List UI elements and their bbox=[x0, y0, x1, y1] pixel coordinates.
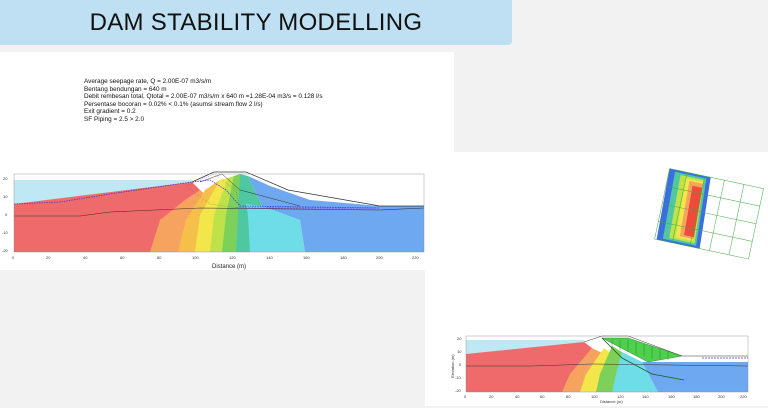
contour-band bbox=[612, 352, 658, 392]
slope-stability-section: 0 20 40 60 80 100 120 140 160 180 200 22… bbox=[450, 335, 749, 404]
x-tick: 140 bbox=[642, 394, 649, 399]
reservoir-water bbox=[14, 180, 192, 204]
seepage-notes: Average seepage rate, Q = 2.00E-07 m3/s/… bbox=[84, 78, 323, 124]
x-tick: 140 bbox=[266, 255, 273, 260]
x-tick: 220 bbox=[740, 394, 747, 399]
y-tick: 10 bbox=[3, 194, 8, 199]
downstream-zone bbox=[248, 176, 424, 252]
note-line: Persentase bocoran = 0.02% < 0.1% (asums… bbox=[84, 100, 263, 108]
x-tick: 0 bbox=[464, 394, 467, 399]
phreatic-surface bbox=[13, 179, 381, 209]
x-tick: 20 bbox=[46, 255, 51, 260]
x-tick: 60 bbox=[540, 394, 545, 399]
x-tick: 40 bbox=[83, 255, 88, 260]
x-tick: 180 bbox=[340, 255, 347, 260]
seepage-cross-section: 0 20 40 60 80 100 120 140 160 180 200 22… bbox=[2, 171, 425, 270]
x-tick: 160 bbox=[668, 394, 675, 399]
x-tick: 200 bbox=[376, 255, 383, 260]
x-tick: 120 bbox=[617, 394, 624, 399]
x-tick: 180 bbox=[693, 394, 700, 399]
x-tick: 200 bbox=[718, 394, 725, 399]
y-tick: -10 bbox=[2, 230, 9, 235]
note-line: Average seepage rate, Q = 2.00E-07 m3/s/… bbox=[84, 78, 212, 85]
foundation-line bbox=[466, 363, 749, 367]
y-tick: 20 bbox=[3, 176, 8, 181]
foundation-line bbox=[14, 207, 425, 217]
note-line: SF Piping = 2.5 > 2.0 bbox=[84, 115, 145, 123]
x-tick: 120 bbox=[229, 255, 236, 260]
page-title: DAM STABILITY MODELLING bbox=[89, 8, 423, 36]
x-tick: 20 bbox=[489, 394, 494, 399]
note-line: Exit gradient = 0.2 bbox=[84, 108, 136, 116]
mesh-grid bbox=[654, 168, 764, 260]
downstream-zone bbox=[642, 362, 748, 392]
y-tick: -10 bbox=[455, 375, 462, 380]
exit-gradient-detail bbox=[654, 168, 764, 260]
x-tick: 80 bbox=[157, 255, 162, 260]
plot-frame bbox=[465, 335, 749, 393]
y-axis-label: Elevation (m) bbox=[450, 354, 455, 378]
x-tick: 60 bbox=[120, 255, 125, 260]
y-tick: -20 bbox=[2, 248, 9, 253]
note-line: Debit rembesan total, Qtotal = 2.00E-07 … bbox=[84, 93, 323, 101]
slip-circle bbox=[601, 337, 685, 381]
y-tick: 10 bbox=[457, 349, 462, 354]
x-tick: 0 bbox=[12, 255, 15, 260]
y-tick: -20 bbox=[455, 388, 462, 393]
x-axis-label: Distance (m) bbox=[600, 399, 623, 404]
x-axis-ticks: 0 20 40 60 80 100 120 140 160 180 200 22… bbox=[464, 394, 747, 399]
contour-band bbox=[246, 204, 305, 252]
x-tick: 80 bbox=[566, 394, 571, 399]
y-axis-ticks: 20 10 0 -10 -20 bbox=[455, 336, 462, 393]
core-outline bbox=[199, 173, 301, 207]
x-axis-ticks: 0 20 40 60 80 100 120 140 160 180 200 22… bbox=[12, 255, 419, 260]
x-tick: 40 bbox=[515, 394, 520, 399]
note-line: Bentang bendungan = 640 m bbox=[84, 85, 167, 93]
plot-frame bbox=[13, 173, 425, 253]
y-axis-ticks: 20 10 0 -10 -20 bbox=[2, 176, 9, 253]
x-tick: 100 bbox=[192, 255, 199, 260]
x-tick: 100 bbox=[591, 394, 598, 399]
title-banner: DAM STABILITY MODELLING bbox=[0, 0, 512, 45]
dam-outline bbox=[191, 171, 424, 207]
y-tick: 20 bbox=[457, 336, 462, 341]
reservoir-water bbox=[466, 340, 584, 354]
x-tick: 220 bbox=[412, 255, 419, 260]
y-tick: 0 bbox=[459, 362, 462, 367]
slip-hatching bbox=[611, 340, 669, 360]
x-tick: 160 bbox=[303, 255, 310, 260]
x-axis-label: Distance (m) bbox=[212, 264, 246, 270]
y-tick: 0 bbox=[5, 212, 8, 217]
gradient-band bbox=[684, 185, 703, 238]
